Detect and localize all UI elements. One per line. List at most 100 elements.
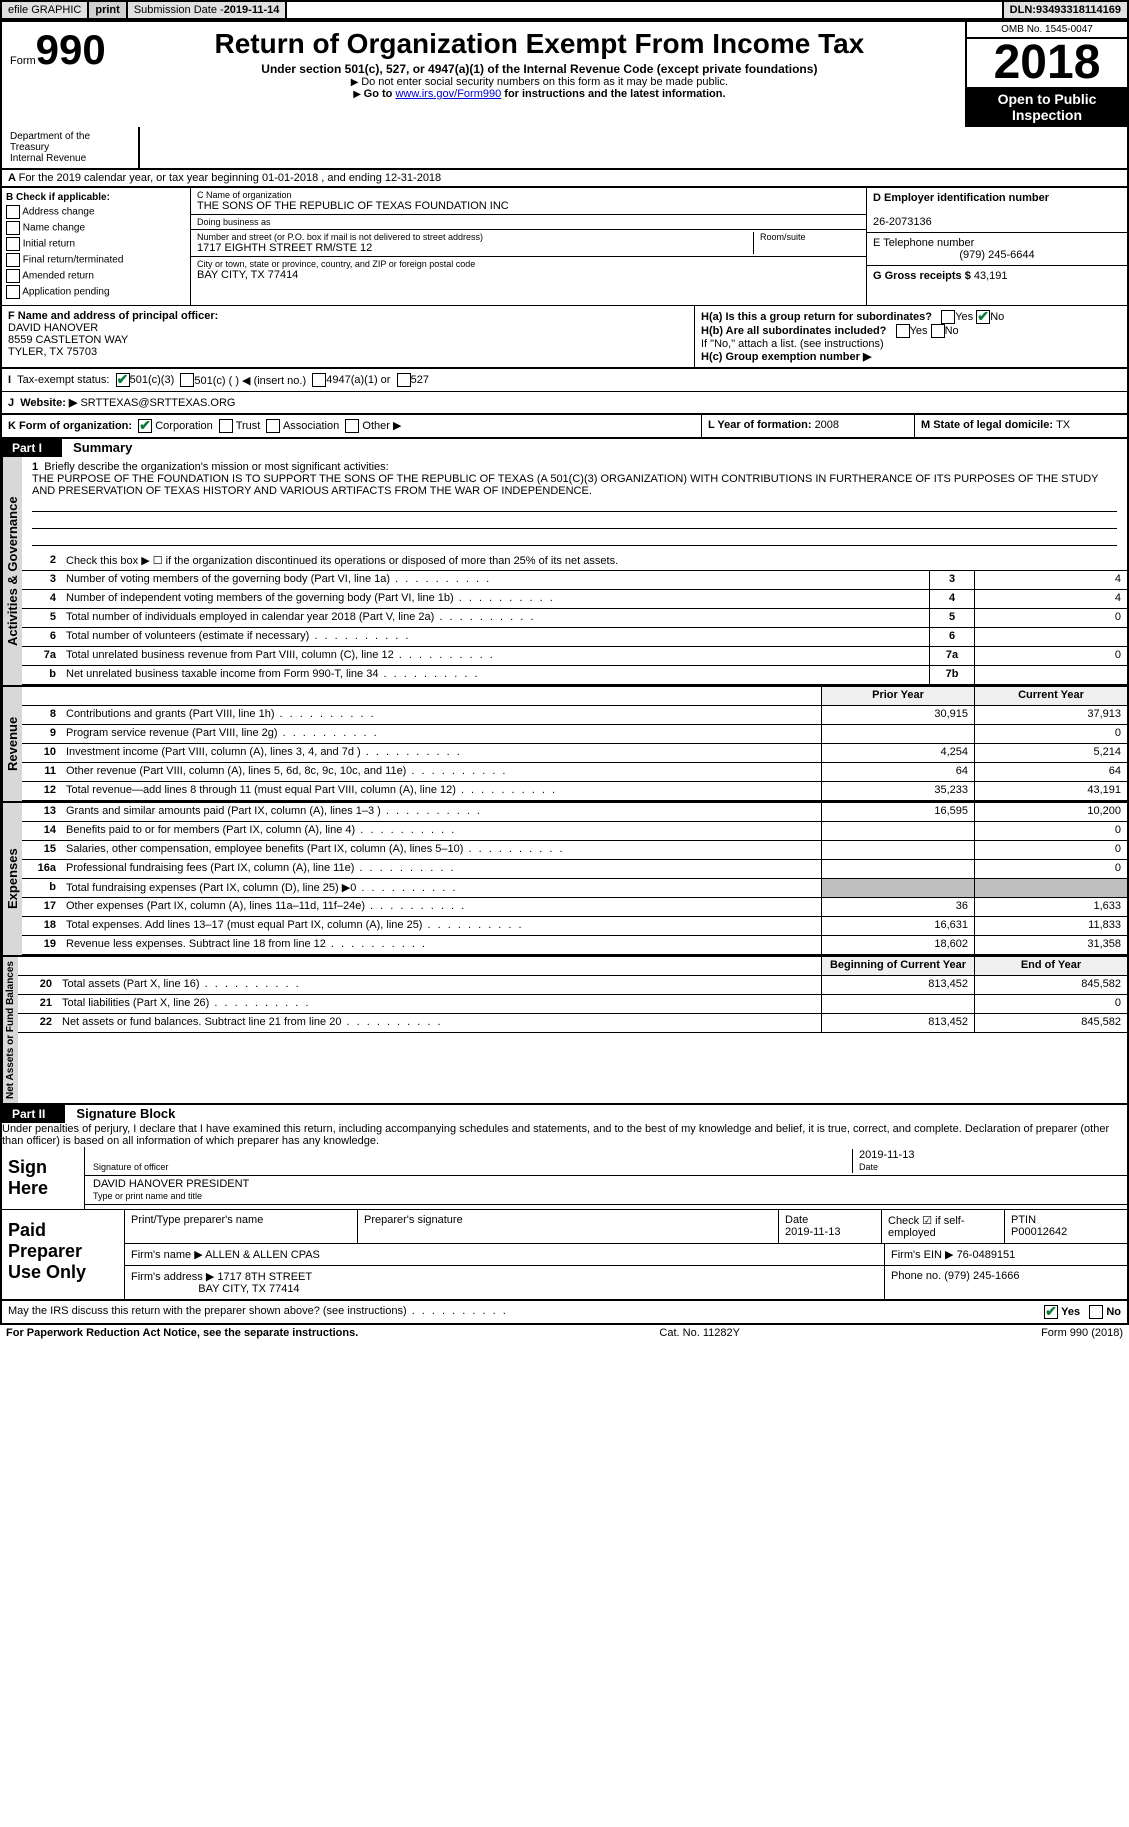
firm-name-label: Firm's name ▶ (131, 1249, 203, 1261)
row-i: I Tax-exempt status: 501(c)(3) 501(c) ( … (0, 369, 1129, 392)
q1-num: 1 (32, 461, 38, 473)
paperwork-notice: For Paperwork Reduction Act Notice, see … (6, 1327, 358, 1339)
table-row: bTotal fundraising expenses (Part IX, co… (22, 879, 1127, 898)
chk-501c[interactable] (180, 373, 194, 387)
col-b: B Check if applicable: Address change Na… (2, 188, 191, 305)
org-name: THE SONS OF THE REPUBLIC OF TEXAS FOUNDA… (197, 200, 860, 212)
year-formation-label: L Year of formation: (708, 419, 815, 431)
topbar: efile GRAPHIC print Submission Date - 20… (0, 0, 1129, 20)
firm-ein-label: Firm's EIN ▶ (891, 1249, 954, 1261)
form-title: Return of Organization Exempt From Incom… (118, 28, 961, 60)
hb-yes[interactable] (896, 324, 910, 338)
hdr-curr: Current Year (974, 687, 1127, 705)
dba-label: Doing business as (197, 217, 860, 227)
year-formation: 2008 (815, 419, 839, 431)
gov-row: 6Total number of volunteers (estimate if… (22, 628, 1127, 647)
gross-label: G Gross receipts $ (873, 270, 974, 282)
paid-preparer-label: Paid Preparer Use Only (2, 1210, 125, 1299)
discuss-text: May the IRS discuss this return with the… (8, 1305, 508, 1319)
ha-no[interactable] (976, 310, 990, 324)
tax-status-label: Tax-exempt status: (17, 374, 109, 386)
gov-row: 3Number of voting members of the governi… (22, 571, 1127, 590)
goto-pre: Go to (364, 88, 396, 100)
chk-final[interactable]: Final return/terminated (6, 253, 186, 267)
chk-address[interactable]: Address change (6, 205, 186, 219)
hb-label: H(b) Are all subordinates included? (701, 325, 886, 337)
fh-row: F Name and address of principal officer:… (0, 306, 1129, 369)
ha-label: H(a) Is this a group return for subordin… (701, 311, 932, 323)
table-row: 8Contributions and grants (Part VIII, li… (22, 706, 1127, 725)
ptin-label: PTIN (1011, 1214, 1036, 1226)
sig-officer-label: Signature of officer (93, 1162, 168, 1172)
discuss-row: May the IRS discuss this return with the… (0, 1301, 1129, 1325)
form-number: 990 (36, 26, 106, 73)
chk-corp[interactable] (138, 419, 152, 433)
table-row: 9Program service revenue (Part VIII, lin… (22, 725, 1127, 744)
dept2: Internal Revenue (10, 153, 86, 164)
hc-label: H(c) Group exemption number ▶ (701, 351, 871, 363)
name-title-label: Type or print name and title (93, 1191, 202, 1201)
discuss-no[interactable] (1089, 1305, 1103, 1319)
chk-other[interactable] (345, 419, 359, 433)
chk-name[interactable]: Name change (6, 221, 186, 235)
table-row: 12Total revenue—add lines 8 through 11 (… (22, 782, 1127, 801)
tax-year: 2018 (967, 39, 1127, 87)
cat-no: Cat. No. 11282Y (659, 1327, 740, 1339)
ha-yes[interactable] (941, 310, 955, 324)
firm-addr2: BAY CITY, TX 77414 (198, 1283, 299, 1295)
room-label: Room/suite (760, 232, 860, 242)
website-label: Website: ▶ (20, 397, 77, 409)
subdate-value: 2019-11-14 (224, 4, 280, 16)
street: 1717 EIGHTH STREET RM/STE 12 (197, 242, 753, 254)
print-button[interactable]: print (89, 2, 127, 18)
col-b-title: B Check if applicable: (6, 192, 110, 203)
ptin: P00012642 (1011, 1226, 1067, 1238)
hdr-eoy: End of Year (974, 957, 1127, 975)
phone-label: Phone no. (891, 1270, 944, 1282)
subdate-label: Submission Date - (134, 4, 224, 16)
goto-post: for instructions and the latest informat… (504, 88, 725, 100)
col-c: C Name of organization THE SONS OF THE R… (191, 188, 866, 305)
dln: DLN: 93493318114169 (1002, 2, 1127, 18)
chk-4947[interactable] (312, 373, 326, 387)
domicile-label: M State of legal domicile: (921, 419, 1056, 431)
hdr-boy: Beginning of Current Year (821, 957, 974, 975)
mission-text: THE PURPOSE OF THE FOUNDATION IS TO SUPP… (32, 473, 1098, 497)
vtab-expenses: Expenses (2, 803, 22, 955)
chk-pending[interactable]: Application pending (6, 285, 186, 299)
section-a: A For the 2019 calendar year, or tax yea… (0, 170, 1129, 188)
dept1: Department of the Treasury (10, 131, 90, 153)
officer-addr1: 8559 CASTLETON WAY (8, 334, 128, 346)
note-link: Go to www.irs.gov/Form990 for instructio… (118, 88, 961, 100)
chk-amended[interactable]: Amended return (6, 269, 186, 283)
hb-no[interactable] (931, 324, 945, 338)
chk-trust[interactable] (219, 419, 233, 433)
part2-hdr: Part II (2, 1105, 65, 1123)
irs-link[interactable]: www.irs.gov/Form990 (395, 88, 501, 100)
table-row: 18Total expenses. Add lines 13–17 (must … (22, 917, 1127, 936)
gov-row: bNet unrelated business taxable income f… (22, 666, 1127, 685)
table-row: 22Net assets or fund balances. Subtract … (18, 1014, 1127, 1033)
part1-hdr: Part I (2, 439, 62, 457)
ein-label: D Employer identification number (873, 192, 1049, 204)
chk-527[interactable] (397, 373, 411, 387)
table-row: 14Benefits paid to or for members (Part … (22, 822, 1127, 841)
tel-label: E Telephone number (873, 237, 974, 249)
city: BAY CITY, TX 77414 (197, 269, 860, 281)
table-row: 10Investment income (Part VIII, column (… (22, 744, 1127, 763)
gov-row: 7aTotal unrelated business revenue from … (22, 647, 1127, 666)
pp-name-label: Print/Type preparer's name (131, 1214, 263, 1226)
q2-text: Check this box ▶ ☐ if the organization d… (62, 552, 1127, 570)
chk-501c3[interactable] (116, 373, 130, 387)
table-row: 20Total assets (Part X, line 16)813,4528… (18, 976, 1127, 995)
discuss-yes[interactable] (1044, 1305, 1058, 1319)
gov-row: 5Total number of individuals employed in… (22, 609, 1127, 628)
dept: Department of the Treasury Internal Reve… (2, 127, 140, 168)
firm-addr1: 1717 8TH STREET (217, 1271, 312, 1283)
gov-row: 4Number of independent voting members of… (22, 590, 1127, 609)
domicile: TX (1056, 419, 1070, 431)
ein: 26-2073136 (873, 216, 932, 228)
chk-initial[interactable]: Initial return (6, 237, 186, 251)
chk-assoc[interactable] (266, 419, 280, 433)
dept-row: Department of the Treasury Internal Reve… (0, 127, 1129, 170)
